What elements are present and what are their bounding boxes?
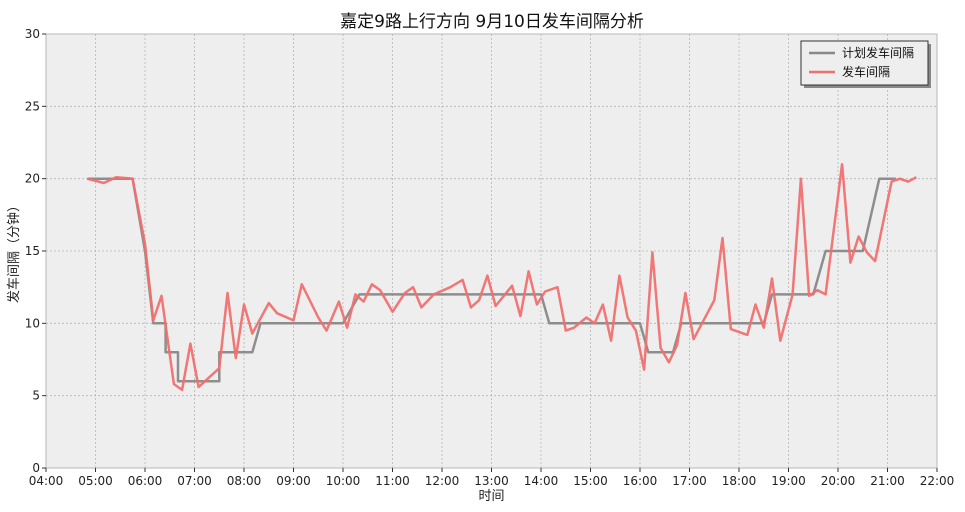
series-layer [86,162,917,392]
x-tick-label: 11:00 [375,474,410,488]
x-tick-label: 10:00 [326,474,361,488]
x-tick-label: 09:00 [276,474,311,488]
y-axis: 0 5 10 15 20 25 30 [25,27,46,475]
legend-label-planned: 计划发车间隔 [842,45,914,60]
x-tick-label: 12:00 [425,474,460,488]
x-tick-label: 08:00 [227,474,262,488]
x-tick-label: 15:00 [573,474,608,488]
y-tick-label: 0 [32,461,40,475]
chart-title: 嘉定9路上行方向 9月10日发车间隔分析 [340,12,644,32]
y-tick-label: 30 [25,27,40,41]
x-tick-label: 22:00 [920,474,955,488]
x-tick-label: 19:00 [771,474,806,488]
x-tick-label: 18:00 [722,474,757,488]
x-axis: 04:00 05:00 06:00 07:00 08:00 09:00 10:00 11:00… [29,468,955,488]
y-axis-label: 发车间隔（分钟） [6,199,22,303]
series-line-actual [86,162,917,392]
y-tick-label: 15 [25,244,40,258]
x-tick-label: 21:00 [870,474,905,488]
legend-label-actual: 发车间隔 [842,64,890,79]
x-tick-label: 16:00 [623,474,658,488]
x-axis-label: 时间 [478,489,504,504]
y-tick-label: 25 [25,99,40,113]
x-tick-label: 07:00 [177,474,212,488]
y-tick-label: 5 [32,389,40,403]
x-tick-label: 04:00 [29,474,64,488]
x-tick-label: 06:00 [128,474,163,488]
x-tick-label: 14:00 [524,474,559,488]
y-tick-label: 10 [25,316,40,330]
legend-box [800,40,929,86]
x-tick-label: 13:00 [474,474,509,488]
y-tick-label: 20 [25,172,40,186]
x-tick-label: 17:00 [672,474,707,488]
legend: 计划发车间隔 发车间隔 [800,40,931,88]
x-tick-label: 20:00 [821,474,856,488]
x-tick-label: 05:00 [78,474,113,488]
